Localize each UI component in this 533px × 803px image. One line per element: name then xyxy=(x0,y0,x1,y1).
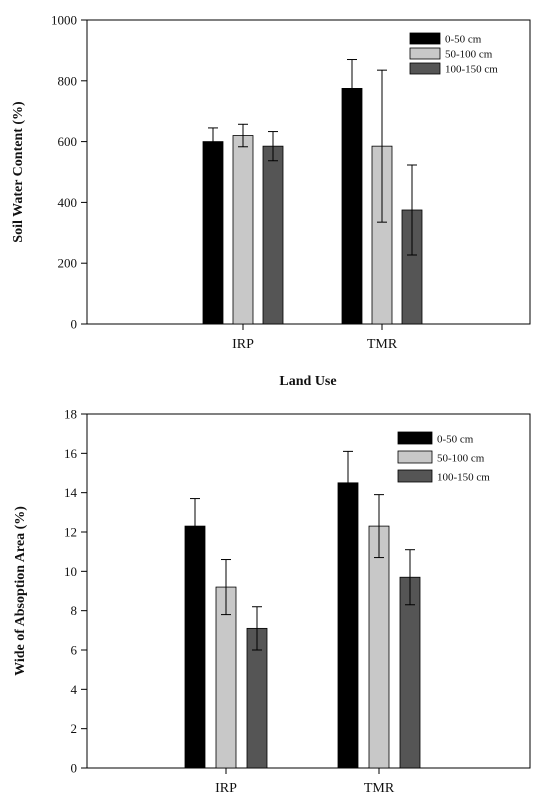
y-tick-label: 8 xyxy=(71,603,78,618)
y-tick-label: 12 xyxy=(64,525,77,540)
x-tick-label: TMR xyxy=(364,781,395,796)
chart-absorption-area: Wide of Absoption Area (%) 0 2 4 6 8 10 12 14 16… xyxy=(13,407,531,796)
bar xyxy=(262,145,284,325)
legend-label: 100-150 cm xyxy=(437,472,490,484)
legend-swatch xyxy=(397,431,433,445)
bar xyxy=(337,482,359,769)
bar xyxy=(341,88,363,325)
x-tick-label: IRP xyxy=(215,781,237,796)
x-tick-label: IRP xyxy=(232,337,254,352)
bar xyxy=(368,525,390,769)
legend-swatch xyxy=(397,450,433,464)
y-axis-title: Wide of Absoption Area (%) xyxy=(13,506,28,676)
bar xyxy=(232,135,254,325)
plot-frame xyxy=(86,19,531,325)
y-tick-label: 16 xyxy=(64,446,78,461)
y-tick-label: 6 xyxy=(71,643,78,658)
legend-swatch xyxy=(409,62,441,75)
chart-soil-water-content: Soil Water Content (%) Land Use 0 200 400 6… xyxy=(11,13,531,389)
x-axis-title: Land Use xyxy=(279,374,336,389)
bar xyxy=(202,141,224,325)
y-tick-label: 1000 xyxy=(51,13,77,28)
y-tick-label: 10 xyxy=(64,564,77,579)
legend-label: 0-50 cm xyxy=(437,434,474,446)
y-tick-label: 0 xyxy=(71,317,78,332)
plot-frame xyxy=(86,413,531,769)
bar xyxy=(184,525,206,769)
legend-label: 50-100 cm xyxy=(437,453,485,465)
y-tick-label: 400 xyxy=(58,195,78,210)
y-tick-label: 18 xyxy=(64,407,77,422)
y-tick-label: 4 xyxy=(71,682,78,697)
y-tick-label: 0 xyxy=(71,761,78,776)
y-tick-label: 200 xyxy=(58,256,78,271)
y-axis-title: Soil Water Content (%) xyxy=(11,101,26,243)
legend-swatch xyxy=(409,47,441,60)
legend-label: 0-50 cm xyxy=(445,34,482,46)
legend-swatch xyxy=(409,32,441,45)
y-tick-label: 600 xyxy=(58,134,78,149)
bar xyxy=(399,576,421,769)
legend-swatch xyxy=(397,469,433,483)
x-tick-label: TMR xyxy=(367,337,398,352)
y-tick-label: 800 xyxy=(58,73,78,88)
y-tick-label: 14 xyxy=(64,485,78,500)
legend-label: 50-100 cm xyxy=(445,49,493,61)
y-tick-label: 2 xyxy=(71,721,78,736)
legend-label: 100-150 cm xyxy=(445,64,498,76)
